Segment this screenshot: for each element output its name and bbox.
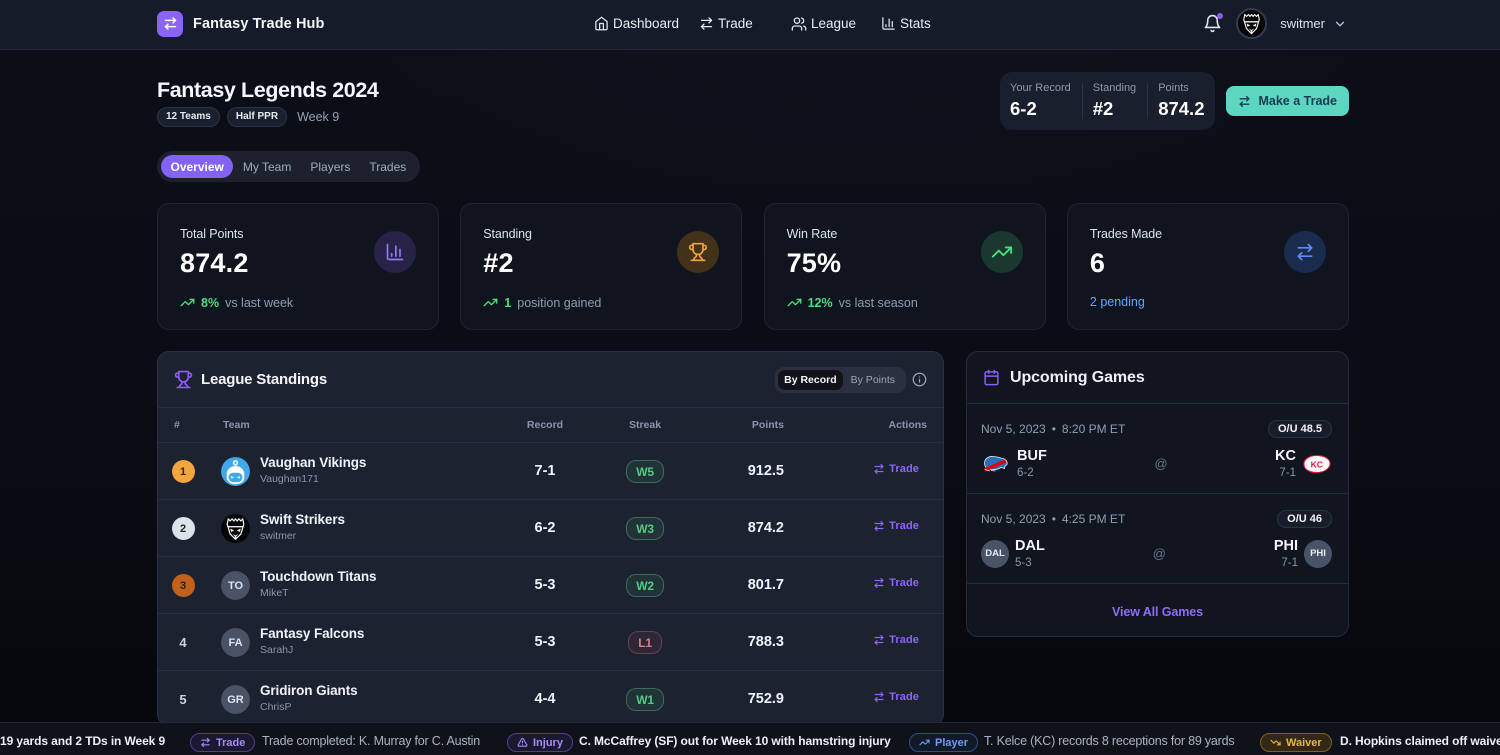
svg-text:KC: KC	[1311, 459, 1323, 469]
